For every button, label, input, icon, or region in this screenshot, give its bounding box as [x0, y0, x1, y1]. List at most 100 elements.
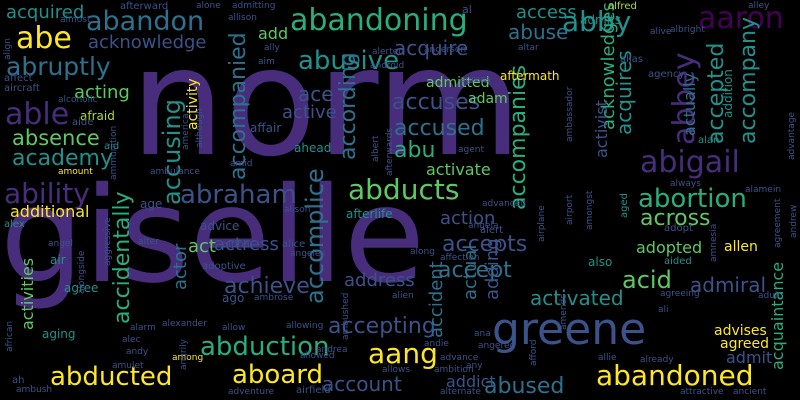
word-ambulance: ambulance — [150, 167, 200, 177]
word-alerted: alerted — [372, 47, 405, 57]
word-already: already — [640, 355, 674, 365]
word-ago: ago — [222, 291, 245, 305]
word-accompanies: accompanies — [506, 64, 531, 210]
word-angel: angel — [48, 239, 73, 249]
word-admits: admits — [580, 13, 621, 27]
word-affection: affection — [440, 253, 480, 263]
word-acid: acid — [622, 266, 672, 294]
word-accused: accused — [394, 116, 485, 141]
word-andy: andy — [126, 347, 149, 357]
word-admiral: admiral — [690, 273, 767, 297]
word-advantage: advantage — [787, 111, 797, 160]
word-aircraft: aircraft — [4, 83, 40, 94]
word-align: align — [3, 38, 13, 60]
word-abandon: abandon — [86, 6, 205, 37]
word-adopt: adopt — [664, 223, 693, 234]
word-allow: allow — [222, 323, 246, 333]
word-although: although — [195, 108, 205, 148]
word-attractive: attractive — [680, 387, 724, 397]
word-academy: academy — [12, 146, 114, 171]
word-accompanied: accompanied — [226, 32, 251, 180]
word-abe: abe — [16, 21, 72, 56]
word-aang: aang — [368, 337, 438, 370]
word-alice: alice — [282, 239, 306, 250]
word-angeles: angeles — [290, 249, 326, 259]
word-almost: almost — [60, 15, 91, 25]
word-acquaintance: acquaintance — [768, 261, 787, 370]
word-alien: alien — [392, 291, 414, 301]
word-abby: abby — [562, 5, 632, 38]
word-aboard: aboard — [232, 360, 324, 390]
word-alison: alison — [284, 205, 311, 215]
word-ability: ability — [4, 177, 90, 210]
word-address: address — [344, 270, 415, 291]
word-adam: adam — [468, 91, 508, 107]
word-ali: ali — [658, 305, 669, 315]
word-advanced: advanced — [482, 199, 526, 209]
word-ana: ana — [474, 329, 491, 339]
word-agency: agency — [648, 69, 685, 80]
word-african: african — [5, 320, 15, 352]
word-anderson: anderson — [424, 45, 467, 55]
word-alexander: alexander — [162, 319, 207, 329]
word-aging: aging — [42, 327, 76, 341]
word-ace: ace — [298, 82, 334, 106]
word-aid: aid — [104, 141, 120, 152]
word-alongside: alongside — [77, 250, 87, 294]
word-alive: alive — [650, 27, 672, 37]
word-ambition: ambition — [434, 365, 474, 375]
word-al: al — [462, 3, 472, 16]
word-afterwards: afterwards — [385, 127, 395, 176]
word-ambrose: ambrose — [254, 293, 294, 303]
word-abruptly: abruptly — [6, 52, 111, 81]
word-actually: actually — [680, 72, 699, 136]
word-alfred: alfred — [608, 1, 637, 12]
word-airport: airport — [565, 194, 575, 225]
word-aaron: aaron — [698, 1, 784, 36]
word-able: able — [5, 97, 70, 132]
word-achieve: achieve — [224, 274, 310, 299]
word-amongst: amongst — [585, 190, 595, 230]
word-afford: afford — [529, 339, 539, 366]
word-ambassador: ambassador — [565, 86, 575, 142]
word-ambush: ambush — [16, 385, 53, 395]
word-greene: greene — [492, 304, 647, 355]
word-also: also — [588, 255, 613, 269]
word-amnesia: amnesia — [709, 223, 719, 262]
word-amid: amid — [230, 159, 253, 169]
word-advice: advice — [200, 219, 240, 233]
word-ahead: ahead — [294, 141, 332, 155]
word-agreed: agreed — [720, 336, 770, 352]
word-allowed: allowed — [300, 351, 335, 361]
word-afraid: afraid — [80, 109, 115, 123]
word-america: america — [181, 113, 191, 150]
word-alert: alert — [480, 225, 504, 236]
word-agrees: agrees — [460, 75, 491, 85]
word-active: active — [282, 102, 337, 123]
word-allowing: allowing — [286, 321, 324, 331]
word-amount: amount — [58, 167, 93, 177]
word-agreeing: agreeing — [660, 289, 700, 299]
word-andrea: andrea — [316, 345, 348, 355]
word-adventure: adventure — [228, 387, 275, 397]
word-adoptive: adoptive — [202, 261, 246, 272]
word-amends: amends — [559, 294, 569, 330]
word-according: according — [336, 52, 361, 160]
word-addict: addict — [446, 372, 496, 391]
word-adopted: adopted — [636, 238, 703, 257]
word-allows: allows — [382, 365, 411, 375]
word-angrily: angrily — [179, 339, 189, 370]
word-accidentally: accidentally — [110, 191, 135, 324]
word-angela: angela — [468, 221, 499, 231]
word-abigail: abigail — [640, 145, 740, 180]
word-andrew: andrew — [789, 204, 799, 238]
word-alec: alec — [122, 335, 141, 345]
word-allie: allie — [598, 353, 617, 363]
word-activated: activated — [530, 286, 624, 310]
word-alternate: alternate — [440, 387, 481, 397]
word-accuses: accuses — [392, 90, 481, 115]
word-accepting: accepting — [328, 314, 436, 339]
word-accompany: accompany — [736, 17, 761, 144]
word-abandoning: abandoning — [290, 3, 468, 38]
